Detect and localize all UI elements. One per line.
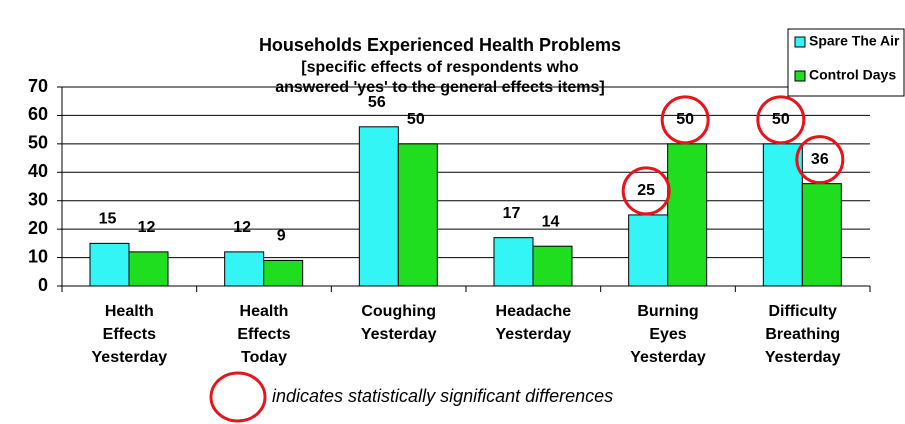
data-label: 50	[407, 111, 425, 128]
y-tick-label: 10	[28, 246, 48, 266]
x-tick-label: Health Effects Today	[237, 303, 290, 366]
data-label: 50	[676, 111, 694, 128]
bar	[532, 245, 573, 287]
legend-swatch	[794, 36, 806, 48]
y-tick-label: 50	[28, 133, 48, 153]
significance-circle	[660, 95, 710, 145]
bar	[224, 251, 265, 287]
y-tick-label: 0	[38, 275, 48, 295]
bar	[493, 237, 534, 287]
x-tick-label: Difficulty Breathing Yesterday	[765, 303, 841, 366]
legend-label: Control Days	[809, 67, 896, 83]
data-label: 12	[138, 219, 156, 236]
y-tick-label: 30	[28, 189, 48, 209]
annotation-circle	[209, 371, 267, 423]
significance-circle	[621, 166, 671, 216]
chart-subtitle: [specific effects of respondents who	[301, 59, 579, 76]
data-label: 12	[233, 219, 251, 236]
y-tick-label: 70	[28, 76, 48, 96]
x-tick-label: Coughing Yesterday	[361, 303, 437, 343]
bar	[263, 259, 304, 287]
legend-swatch	[794, 70, 806, 82]
bar	[358, 126, 399, 287]
bar	[801, 183, 842, 287]
x-tick-label: Health Effects Yesterday	[92, 303, 168, 366]
bar	[762, 143, 803, 287]
significance-circle	[756, 95, 806, 145]
y-tick-label: 40	[28, 161, 48, 181]
bar	[628, 214, 669, 287]
bar	[128, 251, 169, 287]
legend-label: Spare The Air	[809, 33, 900, 49]
x-tick-label: Burning Eyes Yesterday	[630, 303, 706, 366]
legend-box	[787, 28, 905, 97]
bar	[397, 143, 438, 287]
bar	[89, 242, 130, 287]
significance-circle	[795, 135, 845, 185]
y-tick-label: 60	[28, 104, 48, 124]
data-label: 56	[368, 94, 386, 111]
data-label: 25	[637, 182, 655, 199]
annotation: indicates statistically significant diff…	[272, 386, 613, 406]
bar	[667, 143, 708, 287]
chart-title: Households Experienced Health Problems	[259, 35, 621, 55]
data-label: 14	[542, 213, 560, 230]
data-label: 9	[277, 228, 286, 245]
chart-subtitle: answered 'yes' to the general effects it…	[275, 79, 605, 96]
data-label: 50	[772, 111, 790, 128]
data-label: 15	[99, 211, 117, 228]
data-label: 17	[503, 205, 521, 222]
y-tick-label: 20	[28, 218, 48, 238]
x-tick-label: Headache Yesterday	[496, 303, 572, 343]
data-label: 36	[811, 151, 829, 168]
